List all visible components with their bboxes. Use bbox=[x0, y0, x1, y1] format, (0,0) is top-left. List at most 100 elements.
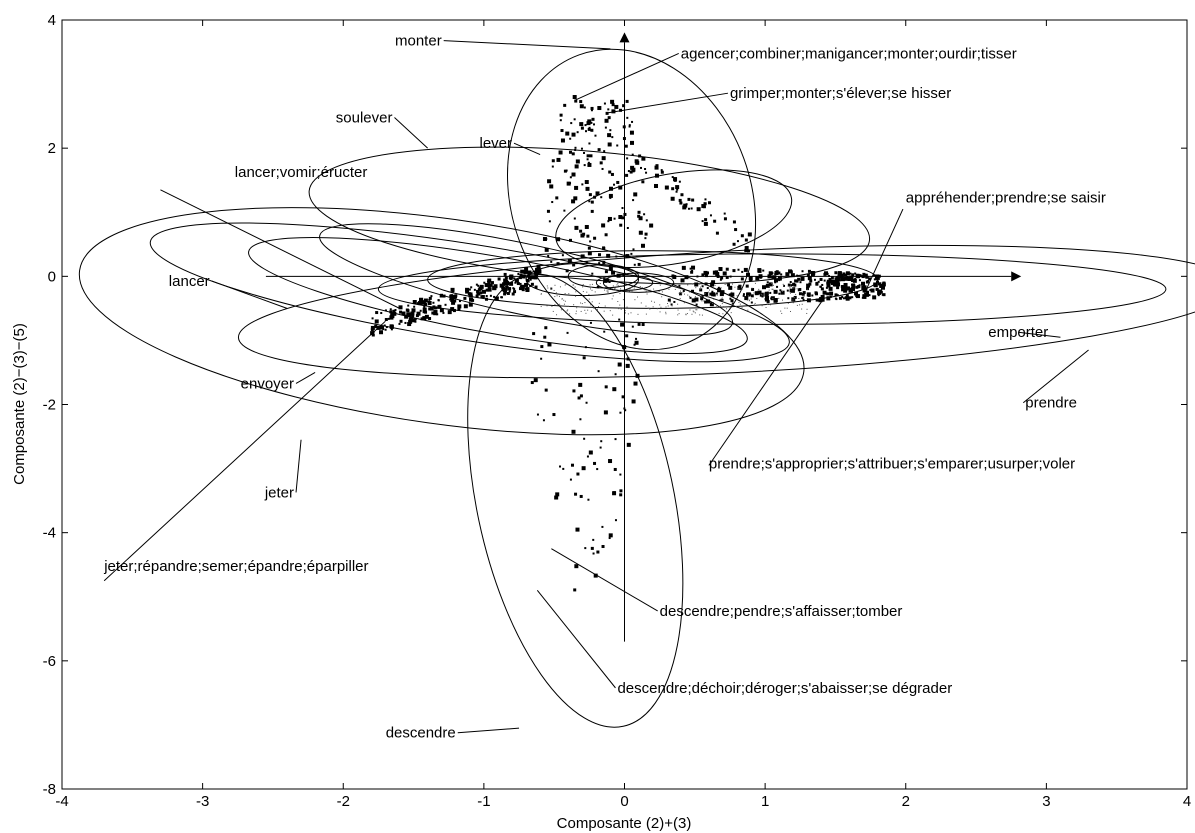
data-point bbox=[851, 273, 855, 277]
data-point bbox=[608, 459, 613, 464]
data-point-faint bbox=[598, 302, 600, 304]
data-point bbox=[447, 310, 452, 315]
data-point bbox=[631, 120, 634, 123]
data-point bbox=[704, 274, 708, 278]
data-point bbox=[764, 297, 769, 302]
data-point-faint bbox=[787, 285, 789, 287]
data-point bbox=[549, 184, 554, 189]
data-point bbox=[423, 305, 426, 308]
data-point bbox=[726, 283, 730, 287]
data-point bbox=[649, 223, 654, 228]
data-point bbox=[751, 287, 755, 291]
data-point bbox=[755, 276, 760, 281]
data-point bbox=[740, 234, 744, 238]
data-point bbox=[706, 287, 709, 290]
data-point bbox=[481, 295, 485, 299]
data-point-faint bbox=[782, 283, 784, 285]
data-point bbox=[626, 442, 631, 447]
data-point bbox=[687, 197, 691, 201]
data-point-faint bbox=[586, 291, 588, 293]
annotation-leader bbox=[443, 40, 611, 50]
data-point bbox=[586, 154, 590, 158]
data-point bbox=[851, 284, 856, 289]
data-point bbox=[593, 461, 597, 465]
data-point-faint bbox=[584, 297, 586, 299]
data-point bbox=[605, 278, 610, 283]
data-point bbox=[398, 322, 401, 325]
data-point-faint bbox=[665, 311, 667, 313]
data-point bbox=[604, 385, 608, 389]
data-point bbox=[789, 288, 792, 291]
data-point-faint bbox=[720, 287, 722, 289]
data-point bbox=[525, 287, 528, 290]
data-point-faint bbox=[582, 284, 584, 286]
data-point bbox=[585, 186, 590, 191]
data-point bbox=[644, 168, 647, 171]
data-point bbox=[407, 322, 412, 327]
data-point bbox=[490, 281, 494, 285]
data-point bbox=[568, 238, 572, 242]
data-point bbox=[738, 284, 742, 288]
data-point bbox=[588, 450, 593, 455]
data-point bbox=[811, 294, 814, 297]
data-point bbox=[703, 202, 707, 206]
data-point bbox=[762, 285, 767, 290]
data-point bbox=[542, 419, 545, 422]
data-point-faint bbox=[603, 310, 605, 312]
data-point bbox=[725, 275, 729, 279]
data-point bbox=[503, 272, 507, 276]
data-point bbox=[865, 275, 869, 279]
data-point bbox=[703, 270, 708, 275]
data-point bbox=[758, 269, 761, 272]
data-point-faint bbox=[787, 302, 789, 304]
data-point bbox=[680, 193, 684, 197]
data-point bbox=[834, 297, 837, 300]
data-point bbox=[442, 294, 446, 298]
data-point bbox=[785, 272, 790, 277]
data-point-faint bbox=[694, 296, 696, 298]
data-point bbox=[414, 318, 417, 321]
data-point-faint bbox=[773, 284, 775, 286]
data-point bbox=[573, 118, 576, 121]
data-point bbox=[428, 317, 432, 321]
data-point-faint bbox=[777, 291, 779, 293]
data-point-faint bbox=[613, 289, 615, 291]
data-point bbox=[606, 253, 611, 258]
data-point bbox=[701, 285, 704, 288]
data-point bbox=[532, 275, 536, 279]
data-point bbox=[718, 267, 723, 272]
data-point-faint bbox=[691, 283, 693, 285]
data-point-faint bbox=[789, 287, 791, 289]
data-point bbox=[604, 118, 609, 123]
data-point bbox=[419, 309, 422, 312]
data-point bbox=[601, 545, 605, 549]
data-point-faint bbox=[692, 310, 694, 312]
annotation-leader bbox=[394, 117, 428, 149]
data-point-faint bbox=[569, 313, 571, 315]
data-point bbox=[433, 307, 436, 310]
data-point bbox=[494, 296, 499, 301]
data-point bbox=[406, 313, 409, 316]
data-point bbox=[523, 269, 528, 274]
data-point bbox=[819, 277, 823, 281]
data-point bbox=[691, 198, 695, 202]
data-point bbox=[563, 169, 567, 173]
data-point-faint bbox=[784, 307, 786, 309]
data-point-faint bbox=[626, 306, 628, 308]
data-point bbox=[801, 270, 804, 273]
data-point bbox=[589, 240, 592, 243]
data-point bbox=[544, 326, 548, 330]
data-point-faint bbox=[560, 309, 562, 311]
data-point-faint bbox=[614, 287, 616, 289]
data-point bbox=[511, 292, 515, 296]
data-point bbox=[715, 231, 719, 235]
data-point bbox=[487, 287, 492, 292]
data-point bbox=[851, 286, 856, 291]
data-point bbox=[430, 295, 433, 298]
data-point bbox=[759, 276, 762, 279]
y-tick-label: 0 bbox=[48, 268, 56, 285]
data-point bbox=[414, 320, 417, 323]
data-point bbox=[429, 306, 434, 311]
data-point bbox=[601, 156, 606, 161]
data-point bbox=[619, 473, 622, 476]
